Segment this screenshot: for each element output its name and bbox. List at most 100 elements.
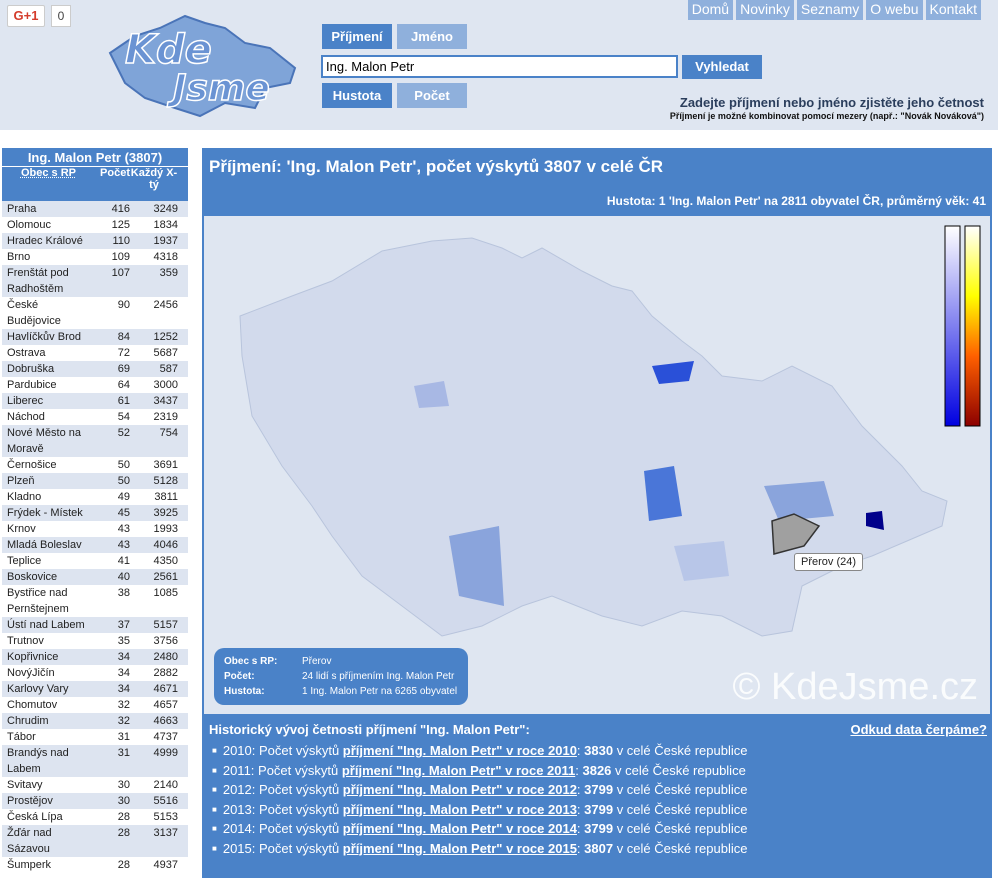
table-row[interactable]: Krnov 43 1993 <box>2 521 188 537</box>
table-row[interactable]: Mladá Boleslav 43 4046 <box>2 537 188 553</box>
table-row[interactable]: Kladno 49 3811 <box>2 489 188 505</box>
row-count: 72 <box>117 347 130 359</box>
table-row[interactable]: Kopřivnice 34 2480 <box>2 649 188 665</box>
table-row[interactable]: Hradec Králové 110 1937 <box>2 233 188 249</box>
tab-pocet[interactable]: Počet <box>397 83 467 108</box>
region-olomouc <box>764 481 834 521</box>
row-count: 28 <box>117 859 130 871</box>
history-item: 2010: Počet výskytů příjmení "Ing. Malon… <box>209 741 987 761</box>
legend-heat <box>964 225 981 427</box>
table-row[interactable]: Ústí nad Labem 37 5157 <box>2 617 188 633</box>
table-row[interactable]: Brno 109 4318 <box>2 249 188 265</box>
row-city: Nové Město na Moravě <box>7 427 81 455</box>
column-obec[interactable]: Obec s RP <box>20 167 77 179</box>
row-every-x: 3811 <box>154 491 178 503</box>
history-count: 3826 <box>582 762 612 778</box>
table-row[interactable]: Svitavy 30 2140 <box>2 777 188 793</box>
table-row[interactable]: Ostrava 72 5687 <box>2 345 188 361</box>
table-row[interactable]: Praha 416 3249 <box>2 201 188 217</box>
table-row[interactable]: Frenštát pod Radhoštěm 107 359 <box>2 265 188 297</box>
row-every-x: 754 <box>159 427 178 439</box>
tab-jmeno[interactable]: Jméno <box>397 24 467 49</box>
table-row[interactable]: Šumperk 28 4937 <box>2 857 188 873</box>
nav-seznamy[interactable]: Seznamy <box>796 0 864 20</box>
table-row[interactable]: Náchod 54 2319 <box>2 409 188 425</box>
history-link[interactable]: příjmení "Ing. Malon Petr" v roce 2013 <box>342 801 577 817</box>
table-row[interactable]: Boskovice 40 2561 <box>2 569 188 585</box>
row-every-x: 5687 <box>153 347 178 359</box>
history-separator: : <box>576 821 585 836</box>
region-praha <box>414 381 449 408</box>
table-row[interactable]: Brandýs nad Labem 31 4999 <box>2 745 188 777</box>
row-city: Černošice <box>7 459 57 471</box>
row-every-x: 4737 <box>153 731 178 743</box>
table-row[interactable]: Černošice 50 3691 <box>2 457 188 473</box>
row-every-x: 1252 <box>153 331 178 343</box>
row-every-x: 359 <box>159 267 178 279</box>
history-count: 3807 <box>584 840 614 856</box>
row-count: 31 <box>117 731 130 743</box>
row-city: Teplice <box>7 555 42 567</box>
table-row[interactable]: Pardubice 64 3000 <box>2 377 188 393</box>
row-count: 43 <box>117 539 130 551</box>
row-city: Kladno <box>7 491 42 503</box>
history-link[interactable]: příjmení "Ing. Malon Petr" v roce 2010 <box>342 743 577 758</box>
table-row[interactable]: Česká Lípa 28 5153 <box>2 809 188 825</box>
row-count: 109 <box>111 251 130 263</box>
kdejsme-logo[interactable]: Kde Jsme <box>105 8 300 120</box>
row-city: Plzeň <box>7 475 35 487</box>
table-row[interactable]: Teplice 41 4350 <box>2 553 188 569</box>
row-every-x: 587 <box>159 363 178 375</box>
history-count: 3799 <box>584 821 614 836</box>
row-every-x: 3925 <box>153 507 178 519</box>
table-row[interactable]: Frýdek - Místek 45 3925 <box>2 505 188 521</box>
czech-map[interactable] <box>204 216 990 714</box>
nav-domu[interactable]: Domů <box>687 0 734 20</box>
row-every-x: 3137 <box>153 827 178 839</box>
table-row[interactable]: Prostějov 30 5516 <box>2 793 188 809</box>
region-info-box: Obec s RP: Přerov Počet: 24 lidí s příjmen… <box>214 648 468 705</box>
search-input[interactable] <box>321 55 678 78</box>
row-count: 31 <box>117 747 130 759</box>
tab-hustota[interactable]: Hustota <box>322 83 392 108</box>
table-row[interactable]: Karlovy Vary 34 4671 <box>2 681 188 697</box>
search-hint-small: Příjmení je možné kombinovat pomocí meze… <box>669 111 984 121</box>
column-pocet: Počet <box>100 167 130 179</box>
history-link[interactable]: příjmení "Ing. Malon Petr" v roce 2014 <box>342 821 577 836</box>
nav-o-webu[interactable]: O webu <box>866 0 923 20</box>
table-row[interactable]: Nové Město na Moravě 52 754 <box>2 425 188 457</box>
table-row[interactable]: Žďár nad Sázavou 28 3137 <box>2 825 188 857</box>
row-count: 34 <box>117 683 130 695</box>
data-source-link[interactable]: Odkud data čerpáme? <box>850 722 987 737</box>
table-row[interactable]: Plzeň 50 5128 <box>2 473 188 489</box>
row-every-x: 3437 <box>153 395 178 407</box>
table-row[interactable]: Chrudim 32 4663 <box>2 713 188 729</box>
table-row[interactable]: NovýJičín 34 2882 <box>2 665 188 681</box>
row-every-x: 2140 <box>153 779 178 791</box>
row-city: Chomutov <box>7 699 58 711</box>
info-value: 24 lidí s příjmením Ing. Malon Petr <box>302 671 455 682</box>
tab-prijmeni[interactable]: Příjmení <box>322 24 392 49</box>
table-row[interactable]: Bystřice nad Pernštejnem 38 1085 <box>2 585 188 617</box>
history-year-text: 2013: Počet výskytů <box>222 801 343 817</box>
row-count: 107 <box>111 267 130 279</box>
history-link[interactable]: příjmení "Ing. Malon Petr" v roce 2012 <box>342 782 577 797</box>
history-link[interactable]: příjmení "Ing. Malon Petr" v roce 2011 <box>341 762 576 778</box>
table-row[interactable]: České Budějovice 90 2456 <box>2 297 188 329</box>
table-row[interactable]: Trutnov 35 3756 <box>2 633 188 649</box>
table-row[interactable]: Chomutov 32 4657 <box>2 697 188 713</box>
search-button[interactable]: Vyhledat <box>682 55 762 79</box>
row-every-x: 4350 <box>153 555 178 567</box>
table-row[interactable]: Havlíčkův Brod 84 1252 <box>2 329 188 345</box>
history-link[interactable]: příjmení "Ing. Malon Petr" v roce 2015 <box>342 840 577 856</box>
google-plus-button[interactable]: G+1 <box>7 5 45 27</box>
nav-kontakt[interactable]: Kontakt <box>925 0 981 20</box>
table-row[interactable]: Dobruška 69 587 <box>2 361 188 377</box>
table-row[interactable]: Liberec 61 3437 <box>2 393 188 409</box>
google-plus-count: 0 <box>51 5 71 27</box>
history-list: 2010: Počet výskytů příjmení "Ing. Malon… <box>209 741 987 858</box>
table-row[interactable]: Olomouc 125 1834 <box>2 217 188 233</box>
row-count: 35 <box>117 635 130 647</box>
nav-novinky[interactable]: Novinky <box>736 0 794 20</box>
table-row[interactable]: Tábor 31 4737 <box>2 729 188 745</box>
